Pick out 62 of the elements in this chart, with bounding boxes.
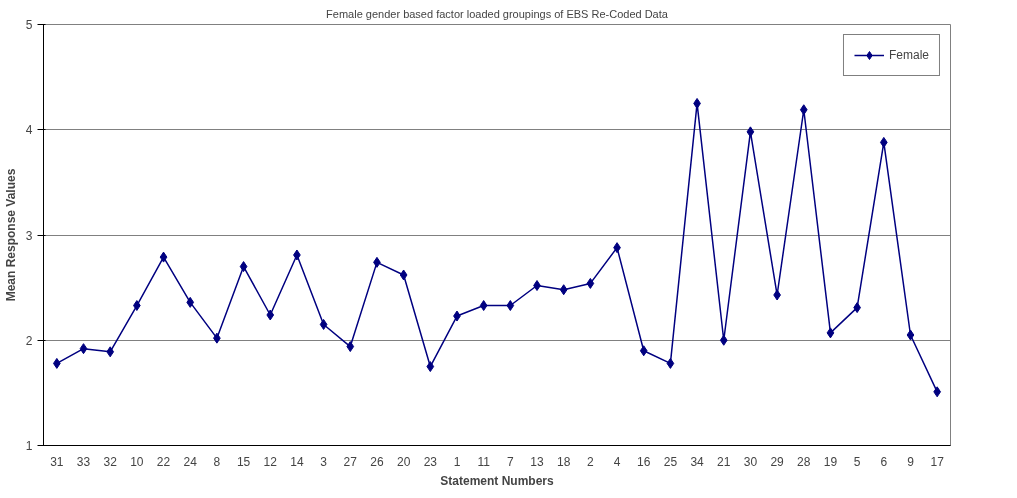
x-tick-label: 25: [663, 454, 678, 469]
x-tick-label: 12: [263, 454, 278, 469]
point: [319, 318, 328, 330]
x-tick-label: 5: [853, 454, 861, 469]
x-tick-label: 11: [477, 454, 491, 469]
point: [239, 261, 248, 273]
x-tick-label: 16: [637, 454, 651, 469]
x-tick-label: 20: [396, 454, 411, 469]
y-tick-label: 2: [25, 333, 33, 348]
x-tick-label: 8: [213, 454, 221, 469]
x-tick-label: 27: [343, 454, 358, 469]
x-tick-label: 7: [507, 454, 514, 469]
point: [159, 251, 168, 263]
y-axis-title: Mean Response Values: [3, 168, 18, 302]
legend-label: Female: [888, 48, 929, 62]
y-tick-label: 5: [25, 18, 33, 32]
y-tick-label: 1: [25, 439, 33, 453]
point: [826, 327, 835, 339]
x-tick-label: 24: [183, 454, 198, 469]
point: [586, 277, 595, 289]
x-tick-label: 19: [823, 454, 838, 469]
x-tick-label: 29: [770, 454, 785, 469]
point: [266, 309, 275, 321]
x-tick-label: 17: [930, 454, 945, 469]
x-tick-label: 15: [236, 454, 251, 469]
x-tick-label: 6: [880, 454, 888, 469]
point: [506, 300, 515, 312]
y-tick-label: 3: [25, 228, 33, 243]
point: [559, 284, 568, 296]
x-tick-label: 10: [130, 454, 144, 469]
point: [426, 361, 435, 373]
x-tick-label: 21: [717, 454, 731, 469]
x-tick-label: 26: [370, 454, 384, 469]
point: [399, 269, 408, 281]
x-tick-label: 28: [797, 454, 811, 469]
x-tick-label: 30: [743, 454, 758, 469]
point: [666, 357, 675, 369]
x-tick-label: 3: [320, 454, 328, 469]
point: [479, 300, 488, 312]
x-tick-label: 33: [76, 454, 91, 469]
chart-title: Female gender based factor loaded groupings of EBS Re-Coded Data: [326, 7, 669, 20]
x-axis-title: Statement Numbers: [440, 473, 555, 488]
x-tick-label: 9: [907, 454, 915, 469]
point: [79, 343, 88, 355]
x-tick-label: 13: [530, 454, 545, 469]
x-tick-label: 14: [290, 454, 304, 469]
x-tick-label: 34: [690, 454, 705, 469]
point: [639, 345, 648, 357]
y-tick-label: 4: [25, 123, 33, 138]
point: [186, 296, 195, 308]
point: [879, 136, 888, 148]
x-tick-label: 4: [613, 454, 621, 469]
x-tick-label: 22: [156, 454, 171, 469]
x-tick-label: 32: [103, 454, 118, 469]
x-tick-label: 1: [453, 454, 461, 469]
point: [346, 341, 355, 353]
point: [106, 346, 115, 358]
x-tick-label: 18: [557, 454, 571, 469]
x-tick-label: 31: [50, 454, 64, 469]
x-tick-label: 23: [423, 454, 438, 469]
x-tick-label: 2: [587, 454, 595, 469]
point: [906, 329, 915, 341]
